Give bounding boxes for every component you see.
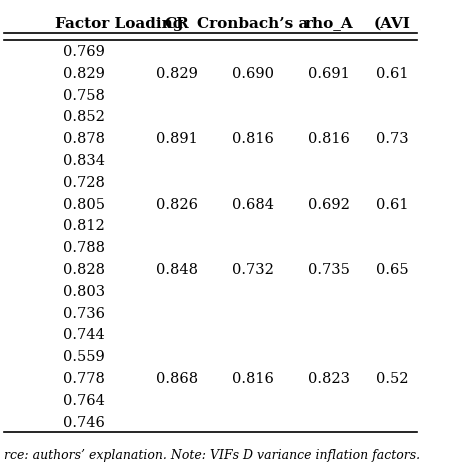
Text: 0.826: 0.826 xyxy=(156,198,198,212)
Text: 0.852: 0.852 xyxy=(63,110,105,125)
Text: 0.816: 0.816 xyxy=(308,132,350,146)
Text: Factor Loading: Factor Loading xyxy=(55,17,183,31)
Text: 0.73: 0.73 xyxy=(376,132,409,146)
Text: 0.823: 0.823 xyxy=(308,372,350,386)
Text: Cronbach’s a: Cronbach’s a xyxy=(197,17,309,31)
Text: 0.52: 0.52 xyxy=(376,372,408,386)
Text: 0.758: 0.758 xyxy=(63,89,105,103)
Text: 0.690: 0.690 xyxy=(232,67,274,81)
Text: 0.746: 0.746 xyxy=(63,416,105,430)
Text: 0.828: 0.828 xyxy=(63,263,105,277)
Text: 0.778: 0.778 xyxy=(63,372,105,386)
Text: 0.764: 0.764 xyxy=(63,394,105,408)
Text: 0.732: 0.732 xyxy=(232,263,274,277)
Text: 0.691: 0.691 xyxy=(308,67,350,81)
Text: 0.812: 0.812 xyxy=(63,219,105,234)
Text: 0.891: 0.891 xyxy=(156,132,198,146)
Text: 0.805: 0.805 xyxy=(63,198,105,212)
Text: 0.829: 0.829 xyxy=(156,67,198,81)
Text: 0.816: 0.816 xyxy=(232,132,274,146)
Text: 0.769: 0.769 xyxy=(63,45,105,59)
Text: rce: authors’ explanation. Note: VIFs D variance inflation factors.: rce: authors’ explanation. Note: VIFs D … xyxy=(4,449,420,462)
Text: 0.834: 0.834 xyxy=(63,154,105,168)
Text: 0.736: 0.736 xyxy=(63,307,105,321)
Text: 0.559: 0.559 xyxy=(63,350,105,365)
Text: 0.878: 0.878 xyxy=(63,132,105,146)
Text: 0.848: 0.848 xyxy=(156,263,198,277)
Text: 0.728: 0.728 xyxy=(63,176,105,190)
Text: 0.65: 0.65 xyxy=(376,263,409,277)
Text: 0.61: 0.61 xyxy=(376,198,408,212)
Text: 0.61: 0.61 xyxy=(376,67,408,81)
Text: 0.744: 0.744 xyxy=(63,328,105,343)
Text: 0.684: 0.684 xyxy=(232,198,274,212)
Text: (AVI: (AVI xyxy=(374,17,410,31)
Text: 0.803: 0.803 xyxy=(63,285,105,299)
Text: 0.829: 0.829 xyxy=(63,67,105,81)
Text: 0.735: 0.735 xyxy=(308,263,350,277)
Text: 0.692: 0.692 xyxy=(308,198,350,212)
Text: 0.788: 0.788 xyxy=(63,241,105,255)
Text: 0.816: 0.816 xyxy=(232,372,274,386)
Text: CR: CR xyxy=(164,17,190,31)
Text: rho_A: rho_A xyxy=(304,17,353,31)
Text: 0.868: 0.868 xyxy=(156,372,198,386)
